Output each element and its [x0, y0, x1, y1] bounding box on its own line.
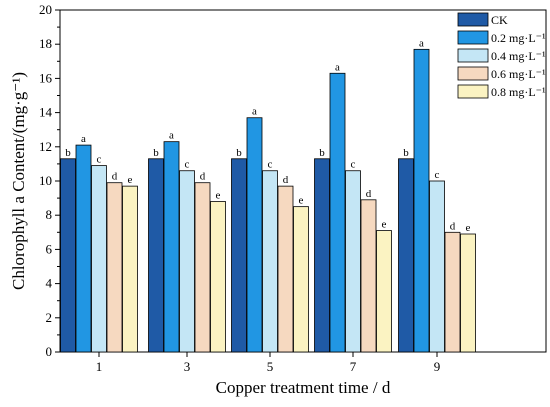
significance-label: c: [97, 154, 102, 166]
bar: [360, 199, 377, 353]
y-tick-label: 0: [46, 344, 53, 359]
bar: [194, 182, 211, 353]
significance-label: b: [236, 147, 242, 159]
y-tick-label: 12: [39, 139, 52, 154]
bar: [106, 182, 123, 353]
legend-swatch: [457, 12, 489, 27]
legend-label: CK: [491, 13, 508, 27]
bar: [163, 141, 180, 353]
legend: CK 0.2 mg·L⁻¹ 0.4 mg·L⁻¹ 0.6 mg·L⁻¹ 0.8 mg·L…: [457, 12, 546, 99]
y-tick-label: 18: [39, 36, 52, 51]
x-tick-label: 1: [96, 359, 103, 374]
bar: [345, 170, 361, 353]
bar: [262, 170, 278, 353]
bar: [60, 158, 76, 353]
significance-label: c: [435, 169, 440, 181]
bar: [444, 231, 461, 353]
legend-label: 0.6 mg·L⁻¹: [491, 67, 546, 81]
significance-label: d: [366, 188, 372, 200]
bar: [231, 158, 247, 353]
legend-swatch: [457, 48, 489, 63]
bar: [148, 158, 164, 353]
bar: [91, 165, 107, 353]
significance-label: d: [200, 171, 206, 183]
significance-label: d: [283, 174, 289, 186]
bar: [246, 117, 263, 353]
significance-label: e: [382, 219, 387, 231]
bar: [122, 185, 138, 353]
bar: [314, 158, 330, 353]
bar: [429, 180, 445, 353]
significance-label: c: [351, 159, 356, 171]
x-tick-label: 3: [184, 359, 191, 374]
bar: [179, 170, 195, 353]
bar: [75, 144, 92, 353]
significance-label: a: [252, 106, 257, 118]
significance-label: d: [112, 171, 118, 183]
legend-swatch: [457, 84, 489, 99]
significance-label: e: [466, 222, 471, 234]
legend-label: 0.4 mg·L⁻¹: [491, 49, 546, 63]
significance-label: a: [335, 61, 340, 73]
significance-label: c: [185, 159, 190, 171]
significance-label: a: [419, 37, 424, 49]
y-tick-label: 2: [46, 310, 53, 325]
y-axis: 0 2 4 6 8 10 12 14 16 18 20: [39, 2, 60, 359]
x-axis-title: Copper treatment time / d: [216, 378, 391, 397]
x-tick-label: 9: [434, 359, 441, 374]
bar: [413, 48, 430, 353]
x-axis: 1 3 5 7 9: [96, 352, 441, 374]
significance-label: e: [128, 174, 133, 186]
legend-label: 0.8 mg·L⁻¹: [491, 85, 546, 99]
significance-label: c: [268, 159, 273, 171]
y-axis-title: Chlorophyll a Content/(mg·g⁻¹): [9, 72, 28, 290]
y-tick-label: 6: [46, 241, 53, 256]
significance-label: b: [319, 147, 325, 159]
bar: [277, 185, 294, 353]
bar: [398, 158, 414, 353]
significance-label: e: [216, 190, 221, 202]
x-tick-label: 7: [350, 359, 357, 374]
significance-label: a: [169, 130, 174, 142]
legend-label: 0.2 mg·L⁻¹: [491, 31, 546, 45]
significance-label: b: [403, 147, 409, 159]
legend-swatch: [457, 30, 489, 45]
bar: [460, 233, 476, 353]
x-tick-label: 5: [267, 359, 274, 374]
bars: [60, 48, 476, 353]
y-tick-label: 14: [39, 105, 53, 120]
significance-label: b: [65, 147, 71, 159]
y-tick-label: 10: [39, 173, 52, 188]
significance-label: d: [450, 220, 456, 232]
bar: [210, 201, 226, 353]
y-tick-label: 16: [39, 70, 53, 85]
y-tick-label: 20: [39, 2, 52, 17]
bar: [293, 206, 309, 353]
significance-label: e: [299, 195, 304, 207]
significance-label: b: [153, 147, 159, 159]
y-tick-label: 4: [46, 276, 53, 291]
bar: [329, 72, 346, 353]
bar: [376, 230, 392, 353]
y-tick-label: 8: [46, 207, 53, 222]
legend-swatch: [457, 66, 489, 81]
significance-label: a: [81, 133, 86, 145]
